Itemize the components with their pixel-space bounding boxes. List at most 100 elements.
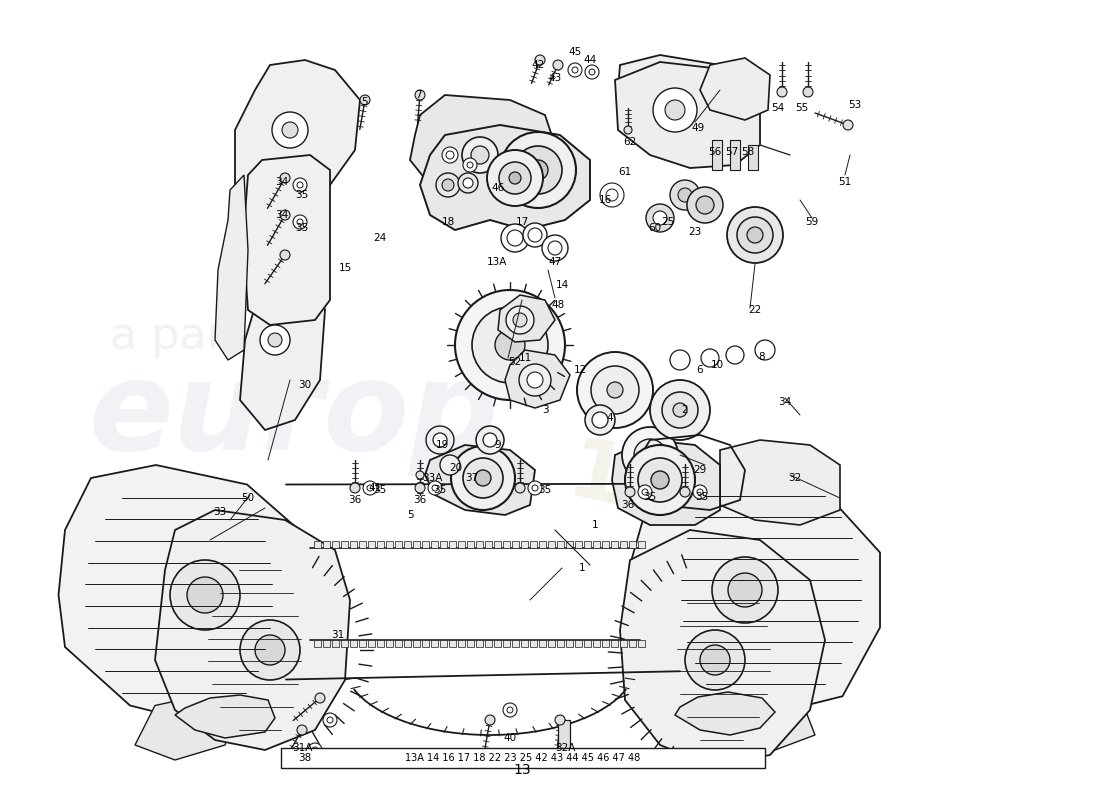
Polygon shape xyxy=(705,678,815,750)
Circle shape xyxy=(282,122,298,138)
Polygon shape xyxy=(630,465,880,715)
Polygon shape xyxy=(505,350,570,408)
Circle shape xyxy=(433,433,447,447)
Text: 41: 41 xyxy=(368,483,382,493)
Circle shape xyxy=(638,458,682,502)
Bar xyxy=(566,541,573,548)
Text: 19: 19 xyxy=(436,440,449,450)
Text: 46: 46 xyxy=(492,183,505,193)
Circle shape xyxy=(803,87,813,97)
Circle shape xyxy=(458,173,478,193)
Circle shape xyxy=(293,215,307,229)
Bar xyxy=(458,640,465,647)
Polygon shape xyxy=(612,440,720,525)
Polygon shape xyxy=(675,692,776,735)
Text: 13A 14 16 17 18 22 23 25 42 43 44 45 46 47 48: 13A 14 16 17 18 22 23 25 42 43 44 45 46 … xyxy=(405,753,640,763)
Bar xyxy=(610,541,618,548)
Circle shape xyxy=(170,560,240,630)
Text: 59: 59 xyxy=(805,217,818,227)
Text: 9: 9 xyxy=(495,440,502,450)
Text: 35: 35 xyxy=(538,485,551,495)
Circle shape xyxy=(468,162,473,168)
Bar xyxy=(620,640,627,647)
Text: 22: 22 xyxy=(748,305,761,315)
Bar xyxy=(468,541,474,548)
Bar xyxy=(512,640,519,647)
Bar xyxy=(359,640,366,647)
Circle shape xyxy=(426,426,454,454)
Text: 1: 1 xyxy=(579,563,585,573)
Circle shape xyxy=(255,635,285,665)
Polygon shape xyxy=(700,58,770,120)
Text: 13A: 13A xyxy=(487,257,507,267)
Text: 35: 35 xyxy=(296,190,309,200)
Bar xyxy=(368,640,375,647)
Circle shape xyxy=(268,333,282,347)
Text: 33A: 33A xyxy=(421,473,442,483)
Text: 3: 3 xyxy=(541,405,548,415)
Bar xyxy=(323,640,330,647)
Text: 50: 50 xyxy=(241,493,254,503)
Bar xyxy=(521,640,528,647)
Circle shape xyxy=(280,173,290,183)
Text: 2: 2 xyxy=(682,405,689,415)
Bar xyxy=(593,640,600,647)
Bar xyxy=(558,720,570,755)
Bar xyxy=(503,541,510,548)
Circle shape xyxy=(678,188,692,202)
Bar xyxy=(530,541,537,548)
Bar xyxy=(314,541,321,548)
Bar xyxy=(530,640,537,647)
Circle shape xyxy=(312,747,318,753)
Bar xyxy=(368,541,375,548)
Text: 18: 18 xyxy=(441,217,454,227)
Circle shape xyxy=(653,88,697,132)
Polygon shape xyxy=(620,530,825,765)
Bar xyxy=(412,640,420,647)
Bar xyxy=(323,541,330,548)
Bar xyxy=(350,541,358,548)
Text: 52: 52 xyxy=(508,357,521,367)
Text: 35: 35 xyxy=(433,485,447,495)
Circle shape xyxy=(293,178,307,192)
Circle shape xyxy=(578,352,653,428)
Circle shape xyxy=(646,204,674,232)
Bar xyxy=(280,748,764,768)
Circle shape xyxy=(688,187,723,223)
Text: 36: 36 xyxy=(414,495,427,505)
Bar xyxy=(593,541,600,548)
Text: 47: 47 xyxy=(549,257,562,267)
Text: 1: 1 xyxy=(592,520,598,530)
Bar xyxy=(386,541,393,548)
Circle shape xyxy=(463,458,503,498)
Circle shape xyxy=(625,487,635,497)
Bar xyxy=(638,640,645,647)
Circle shape xyxy=(428,481,442,495)
Circle shape xyxy=(509,172,521,184)
Text: 32A: 32A xyxy=(554,743,575,753)
Circle shape xyxy=(548,241,562,255)
Circle shape xyxy=(463,178,473,188)
Bar xyxy=(575,640,582,647)
Text: 16: 16 xyxy=(598,195,612,205)
Circle shape xyxy=(415,90,425,100)
Circle shape xyxy=(726,346,744,364)
Circle shape xyxy=(360,95,370,105)
Circle shape xyxy=(472,307,548,383)
Bar xyxy=(485,541,492,548)
Text: 35: 35 xyxy=(296,223,309,233)
Bar xyxy=(412,541,420,548)
Circle shape xyxy=(607,382,623,398)
Circle shape xyxy=(187,577,223,613)
Circle shape xyxy=(260,325,290,355)
Circle shape xyxy=(535,55,544,65)
Circle shape xyxy=(728,573,762,607)
Circle shape xyxy=(280,210,290,220)
Bar xyxy=(359,541,366,548)
Text: 62: 62 xyxy=(624,137,637,147)
Circle shape xyxy=(495,330,525,360)
Circle shape xyxy=(513,313,527,327)
Text: 61: 61 xyxy=(618,167,631,177)
Text: 40: 40 xyxy=(504,733,517,743)
Text: 23: 23 xyxy=(689,227,702,237)
